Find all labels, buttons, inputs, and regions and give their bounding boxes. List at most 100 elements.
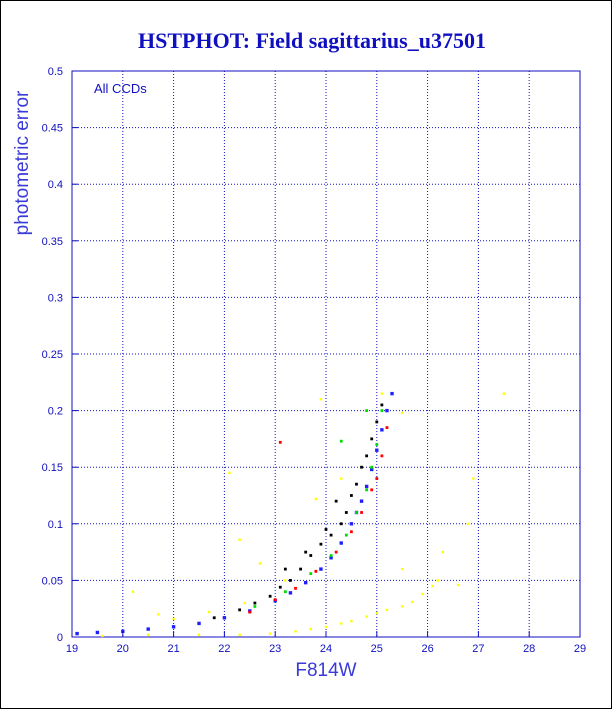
- x-tick-label: 27: [472, 643, 484, 655]
- x-tick-label: 20: [117, 643, 129, 655]
- black-point: [283, 567, 287, 571]
- black-point: [309, 554, 313, 557]
- axis-ticks: 19 20 21 22 23 24 25 26 27 28 29 0 0.05 0.1 0.15 0.2 0.2…: [42, 66, 587, 655]
- black-point: [324, 528, 328, 531]
- red-point: [380, 454, 384, 458]
- yellow-point: [340, 622, 343, 625]
- y-tick-label: 0.05: [42, 575, 63, 587]
- yellow-point: [365, 615, 368, 618]
- x-tick-label: 19: [66, 643, 78, 655]
- yellow-point: [401, 411, 404, 415]
- blue-point: [375, 448, 379, 452]
- y-tick-label: 0.2: [48, 406, 63, 418]
- yellow-point: [319, 398, 323, 401]
- yellow-point: [441, 550, 445, 554]
- yellow-point: [324, 625, 328, 629]
- y-tick-label: 0.4: [48, 179, 63, 191]
- blue-point: [385, 408, 389, 413]
- black-point: [360, 465, 363, 469]
- green-point: [370, 465, 374, 469]
- yellow-point: [309, 627, 312, 631]
- yellow-point: [131, 590, 135, 593]
- x-tick-label: 26: [421, 643, 433, 655]
- blue-point: [319, 567, 323, 571]
- blue-point: [303, 580, 308, 585]
- yellow-point: [340, 477, 343, 480]
- green-point: [365, 409, 369, 412]
- yellow-point: [467, 522, 470, 525]
- x-tick-label: 24: [320, 643, 332, 655]
- red-point: [248, 610, 252, 614]
- y-tick-label: 0.5: [48, 66, 63, 78]
- black-point: [375, 420, 379, 424]
- blue-point: [349, 522, 354, 526]
- black-point: [355, 482, 358, 486]
- x-tick-label: 29: [574, 643, 586, 655]
- green-point: [380, 409, 384, 412]
- yellow-point: [207, 610, 211, 614]
- yellow-point: [238, 538, 241, 541]
- blue-point: [171, 625, 176, 629]
- black-point: [329, 533, 333, 537]
- yellow-point: [284, 579, 287, 582]
- black-point: [339, 522, 343, 526]
- red-point: [273, 598, 277, 602]
- blue-point: [222, 616, 227, 620]
- blue-point: [364, 484, 369, 489]
- blue-point: [288, 591, 293, 595]
- y-axis-label: photometric error: [12, 90, 33, 235]
- black-point: [350, 494, 353, 497]
- yellow-point: [472, 477, 475, 480]
- blue-point: [146, 627, 150, 631]
- green-point: [329, 554, 333, 557]
- black-point: [370, 437, 374, 441]
- x-axis-label: F814W: [295, 660, 356, 681]
- black-point: [289, 579, 292, 582]
- red-point: [385, 426, 389, 429]
- red-point: [370, 488, 374, 492]
- green-point: [355, 511, 358, 514]
- black-point: [344, 511, 348, 514]
- grid: [72, 71, 580, 637]
- y-tick-label: 0: [57, 632, 63, 644]
- green-point: [283, 590, 287, 594]
- black-point: [268, 594, 272, 598]
- red-point: [360, 511, 363, 514]
- yellow-point: [380, 392, 384, 395]
- black-point: [253, 601, 257, 605]
- main-series: [75, 391, 394, 636]
- yellow-point: [294, 630, 297, 633]
- yellow-point: [385, 608, 389, 612]
- yellow-point: [401, 567, 404, 571]
- yellow-point: [456, 583, 460, 587]
- y-tick-label: 0.35: [42, 236, 63, 248]
- x-tick-label: 25: [371, 643, 383, 655]
- green-point: [344, 533, 348, 537]
- yellow-series: [101, 392, 505, 638]
- y-tick-label: 0.25: [42, 349, 63, 361]
- black-point: [319, 542, 323, 546]
- red-point: [314, 569, 318, 573]
- black-point: [278, 585, 282, 589]
- blue-point: [390, 391, 394, 396]
- yellow-point: [172, 617, 175, 621]
- green-point: [339, 439, 343, 443]
- blue-point: [75, 631, 79, 636]
- black-point: [365, 454, 369, 458]
- red-point: [350, 530, 353, 534]
- yellow-point: [375, 612, 378, 615]
- blue-point: [95, 630, 100, 635]
- yellow-point: [258, 562, 262, 565]
- yellow-point: [411, 600, 414, 604]
- x-tick-label: 23: [269, 643, 281, 655]
- blue-point: [197, 621, 201, 626]
- chart-title: HSTPHOT: Field sagittarius_u37501: [138, 28, 486, 53]
- blue-point: [370, 467, 374, 472]
- y-tick-label: 0.15: [42, 462, 63, 474]
- green-point: [309, 572, 313, 576]
- yellow-point: [431, 584, 434, 588]
- yellow-point: [147, 633, 150, 636]
- all-ccds-annotation: All CCDs: [94, 81, 147, 96]
- red-point: [375, 477, 379, 480]
